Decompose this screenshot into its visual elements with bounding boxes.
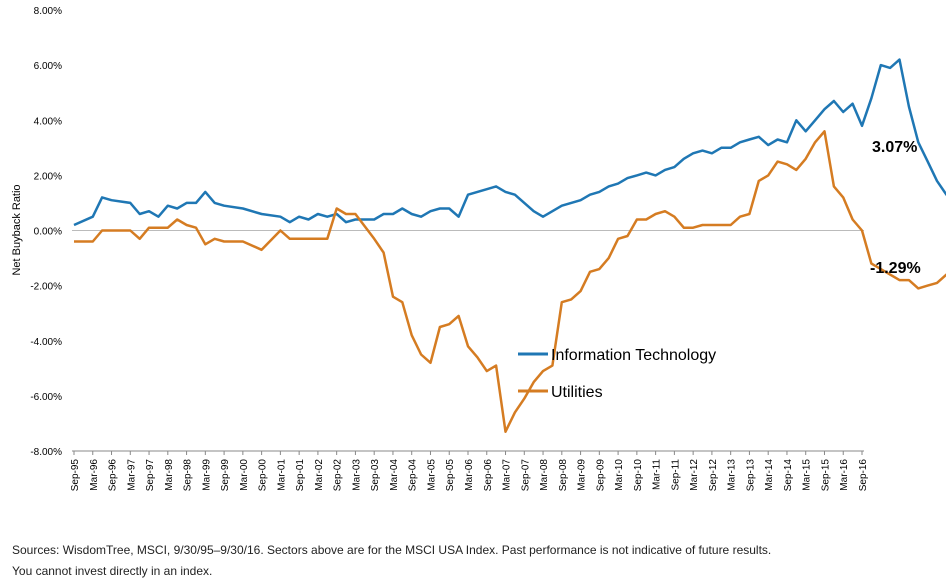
y-tick-label: -4.00% <box>30 337 62 348</box>
x-tick-label: Sep-13 <box>745 459 756 492</box>
source-line-2: You cannot invest directly in an index. <box>12 564 213 578</box>
y-tick-label: -8.00% <box>30 447 62 458</box>
x-tick-label: Mar-03 <box>351 459 362 491</box>
x-tick-label: Mar-99 <box>201 459 212 491</box>
x-tick-label: Mar-10 <box>614 459 625 491</box>
x-tick-label: Mar-96 <box>89 459 100 491</box>
x-tick-label: Mar-07 <box>502 459 513 491</box>
y-tick-label: 8.00% <box>34 6 62 17</box>
x-tick-label: Sep-04 <box>408 459 419 492</box>
x-tick-label: Sep-07 <box>520 459 531 492</box>
x-tick-label: Mar-97 <box>126 459 137 491</box>
x-tick-label: Sep-00 <box>258 459 269 492</box>
series-layer <box>73 58 946 433</box>
y-tick-label: -6.00% <box>30 392 62 403</box>
x-tick-label: Mar-16 <box>839 459 850 491</box>
y-axis-label: Net Buyback Ratio <box>11 184 23 275</box>
x-tick-label: Mar-02 <box>314 459 325 491</box>
x-tick-label: Sep-06 <box>483 459 494 492</box>
x-tick-label: Mar-11 <box>652 459 663 490</box>
x-tick-label: Sep-09 <box>595 459 606 492</box>
x-tick-label: Sep-05 <box>445 459 456 492</box>
source-line-1: Sources: WisdomTree, MSCI, 9/30/95–9/30/… <box>12 543 772 557</box>
y-tick-label: 2.00% <box>34 171 62 182</box>
x-tick-label: Mar-12 <box>689 459 700 491</box>
legend: Information Technology Utilities <box>518 347 716 401</box>
x-tick-label: Mar-04 <box>389 459 400 491</box>
x-tick-label: Sep-12 <box>708 459 719 492</box>
x-tick-label: Mar-06 <box>464 459 475 491</box>
x-tick-label: Sep-98 <box>183 459 194 492</box>
x-tick-label: Sep-15 <box>820 459 831 492</box>
series-line-information-technology <box>73 58 946 227</box>
x-tick-label: Mar-08 <box>539 459 550 491</box>
line-chart: 8.00% 6.00% 4.00% 2.00% 0.00% -2.00% -4.00% -6.… <box>11 6 946 492</box>
x-tick-label: Mar-09 <box>577 459 588 491</box>
y-tick-label: 6.00% <box>34 61 62 72</box>
x-tick-label: Sep-10 <box>633 459 644 492</box>
x-tick-label: Sep-16 <box>858 459 869 492</box>
x-axis: Sep-95 Mar-96 Sep-96 Mar-97 Sep-97 Mar-98 Sep-… <box>70 230 869 492</box>
x-tick-label: Mar-00 <box>239 459 250 491</box>
end-label-it: 3.07% <box>872 139 917 156</box>
legend-label-it: Information Technology <box>551 347 716 364</box>
series-line-utilities <box>74 130 946 433</box>
x-tick-label: Mar-98 <box>164 459 175 491</box>
x-tick-label: Sep-11 <box>670 459 681 491</box>
x-tick-label: Sep-95 <box>70 459 81 492</box>
x-tick-label: Sep-03 <box>370 459 381 492</box>
x-tick-label: Sep-08 <box>558 459 569 492</box>
x-tick-label: Sep-01 <box>295 459 306 492</box>
x-tick-label: Sep-02 <box>333 459 344 492</box>
x-tick-label: Mar-15 <box>802 459 813 491</box>
x-tick-label: Sep-14 <box>783 459 794 492</box>
y-tick-label: 4.00% <box>34 116 62 127</box>
end-label-utilities: -1.29% <box>870 260 921 277</box>
x-tick-label: Mar-05 <box>426 459 437 491</box>
legend-label-utilities: Utilities <box>551 384 603 401</box>
x-tick-label: Mar-14 <box>764 459 775 491</box>
y-axis-ticks: 8.00% 6.00% 4.00% 2.00% 0.00% -2.00% -4.00% -6.… <box>30 6 62 458</box>
x-tick-label: Sep-99 <box>220 459 231 492</box>
x-tick-label: Sep-96 <box>108 459 119 492</box>
source-note: Sources: WisdomTree, MSCI, 9/30/95–9/30/… <box>12 540 771 582</box>
y-tick-label: 0.00% <box>34 227 62 238</box>
x-tick-label: Sep-97 <box>145 459 156 492</box>
x-tick-label: Mar-13 <box>727 459 738 491</box>
x-tick-label: Mar-01 <box>276 459 287 491</box>
y-tick-label: -2.00% <box>30 282 62 293</box>
